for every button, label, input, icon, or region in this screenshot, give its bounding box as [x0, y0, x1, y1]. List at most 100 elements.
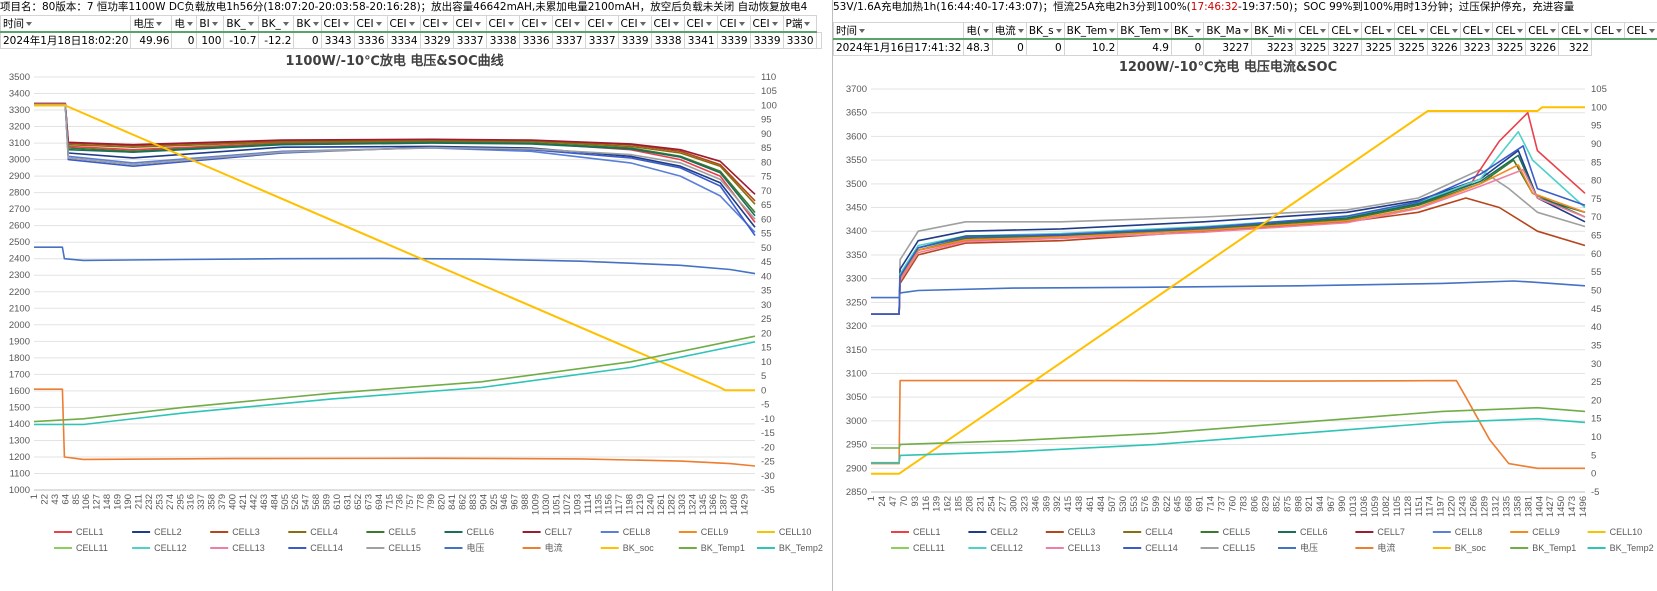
column-header[interactable]: CEI — [650, 15, 685, 33]
filter-dropdown-icon[interactable] — [573, 21, 580, 26]
filter-dropdown-icon[interactable] — [672, 21, 679, 26]
column-header[interactable]: CEI — [551, 15, 586, 33]
table-cell[interactable]: 3337 — [584, 31, 619, 49]
column-header[interactable]: CEI — [683, 15, 718, 33]
filter-dropdown-icon[interactable] — [342, 21, 349, 26]
column-header[interactable]: CEL — [1426, 22, 1461, 40]
table-cell[interactable] — [815, 31, 822, 49]
filter-dropdown-icon[interactable] — [1484, 28, 1491, 33]
table-cell[interactable]: 3329 — [419, 31, 454, 49]
table-cell[interactable]: 3334 — [386, 31, 421, 49]
table-cell[interactable]: 0 — [293, 31, 322, 49]
filter-dropdown-icon[interactable] — [211, 21, 218, 26]
filter-dropdown-icon[interactable] — [375, 21, 382, 26]
column-header[interactable]: CEL — [1328, 22, 1363, 40]
table-cell[interactable]: 100 — [196, 31, 225, 49]
filter-dropdown-icon[interactable] — [247, 21, 254, 26]
filter-dropdown-icon[interactable] — [1582, 28, 1589, 33]
filter-dropdown-icon[interactable] — [1055, 28, 1062, 33]
table-cell[interactable]: 4.9 — [1117, 38, 1172, 56]
filter-dropdown-icon[interactable] — [1451, 28, 1458, 33]
column-header[interactable]: BK_Ma — [1203, 22, 1253, 40]
column-header[interactable]: CEL — [1623, 22, 1657, 40]
filter-dropdown-icon[interactable] — [1385, 28, 1392, 33]
table-cell[interactable]: 3227 — [1328, 38, 1363, 56]
table-cell[interactable]: 3341 — [683, 31, 718, 49]
column-header[interactable]: CEL — [1295, 22, 1330, 40]
column-header[interactable]: CEI — [320, 15, 355, 33]
column-header[interactable]: BK_Tem — [1063, 22, 1119, 40]
column-header[interactable]: CEI — [419, 15, 454, 33]
filter-dropdown-icon[interactable] — [1017, 29, 1024, 33]
column-header[interactable]: BK_s — [1025, 22, 1065, 40]
table-cell[interactable]: 3336 — [518, 31, 553, 49]
filter-dropdown-icon[interactable] — [312, 21, 319, 26]
table-cell[interactable]: 3223 — [1251, 38, 1297, 56]
column-header[interactable]: 时间 — [0, 15, 132, 33]
column-header[interactable]: BK_ — [1170, 22, 1205, 40]
filter-dropdown-icon[interactable] — [1648, 28, 1655, 33]
filter-dropdown-icon[interactable] — [156, 22, 163, 26]
table-cell[interactable]: 10.2 — [1063, 38, 1119, 56]
table-cell[interactable]: 3339 — [749, 31, 784, 49]
column-header[interactable]: CEI — [452, 15, 487, 33]
filter-dropdown-icon[interactable] — [1550, 28, 1557, 33]
filter-dropdown-icon[interactable] — [804, 22, 811, 26]
filter-dropdown-icon[interactable] — [705, 21, 712, 26]
table-cell[interactable]: -12.2 — [258, 31, 295, 49]
filter-dropdown-icon[interactable] — [1353, 28, 1360, 33]
column-header[interactable]: 电 — [171, 15, 198, 33]
table-cell[interactable]: 3338 — [485, 31, 520, 49]
filter-dropdown-icon[interactable] — [186, 22, 193, 26]
filter-dropdown-icon[interactable] — [639, 21, 646, 26]
column-header[interactable]: BK_Mi — [1251, 22, 1297, 40]
table-cell[interactable]: 3225 — [1393, 38, 1428, 56]
column-header[interactable]: BK_ — [258, 15, 295, 33]
filter-dropdown-icon[interactable] — [1418, 28, 1425, 33]
filter-dropdown-icon[interactable] — [1320, 28, 1327, 33]
column-header[interactable]: CEI — [518, 15, 553, 33]
column-header[interactable]: 电( — [963, 22, 993, 40]
table-cell[interactable]: 3225 — [1295, 38, 1330, 56]
table-cell[interactable]: 0 — [991, 38, 1027, 56]
filter-dropdown-icon[interactable] — [606, 21, 613, 26]
filter-dropdown-icon[interactable] — [540, 21, 547, 26]
column-header[interactable]: CEI — [485, 15, 520, 33]
column-header[interactable]: BK_Tem — [1117, 22, 1172, 40]
table-cell[interactable]: 0 — [1025, 38, 1065, 56]
filter-dropdown-icon[interactable] — [441, 21, 448, 26]
table-cell[interactable]: 3226 — [1525, 38, 1560, 56]
column-header[interactable]: CEI — [584, 15, 619, 33]
table-cell[interactable]: -10.7 — [223, 31, 260, 49]
column-header[interactable]: CEL — [1361, 22, 1395, 40]
column-header[interactable]: CEI — [617, 15, 652, 33]
table-cell[interactable]: 3330 — [782, 31, 817, 49]
table-cell[interactable]: 3223 — [1459, 38, 1494, 56]
filter-dropdown-icon[interactable] — [26, 22, 32, 26]
filter-dropdown-icon[interactable] — [282, 21, 289, 26]
table-cell[interactable]: 0 — [1170, 38, 1205, 56]
column-header[interactable]: CEL — [1393, 22, 1428, 40]
column-header[interactable]: BK — [293, 15, 322, 33]
table-cell[interactable]: 3336 — [353, 31, 388, 49]
table-cell[interactable]: 2024年1月16日17:41:32 — [833, 38, 965, 56]
filter-dropdown-icon[interactable] — [859, 29, 865, 33]
table-cell[interactable]: 3339 — [716, 31, 751, 49]
filter-dropdown-icon[interactable] — [1162, 28, 1169, 33]
filter-dropdown-icon[interactable] — [771, 21, 778, 26]
column-header[interactable]: BK_ — [223, 15, 260, 33]
column-header[interactable]: P端 — [782, 15, 817, 33]
filter-dropdown-icon[interactable] — [507, 21, 514, 26]
filter-dropdown-icon[interactable] — [1615, 28, 1622, 33]
filter-dropdown-icon[interactable] — [474, 21, 481, 26]
column-header[interactable]: 电流 — [991, 22, 1027, 40]
table-cell[interactable]: 3225 — [1492, 38, 1527, 56]
table-cell[interactable]: 2024年1月18日18:02:20 — [0, 31, 132, 49]
filter-dropdown-icon[interactable] — [1287, 28, 1294, 33]
filter-dropdown-icon[interactable] — [1243, 28, 1250, 33]
column-header[interactable]: CEL — [1459, 22, 1494, 40]
filter-dropdown-icon[interactable] — [1517, 28, 1524, 33]
column-header[interactable]: BI — [196, 15, 225, 33]
filter-dropdown-icon[interactable] — [1195, 28, 1202, 33]
table-cell[interactable]: 3337 — [452, 31, 487, 49]
